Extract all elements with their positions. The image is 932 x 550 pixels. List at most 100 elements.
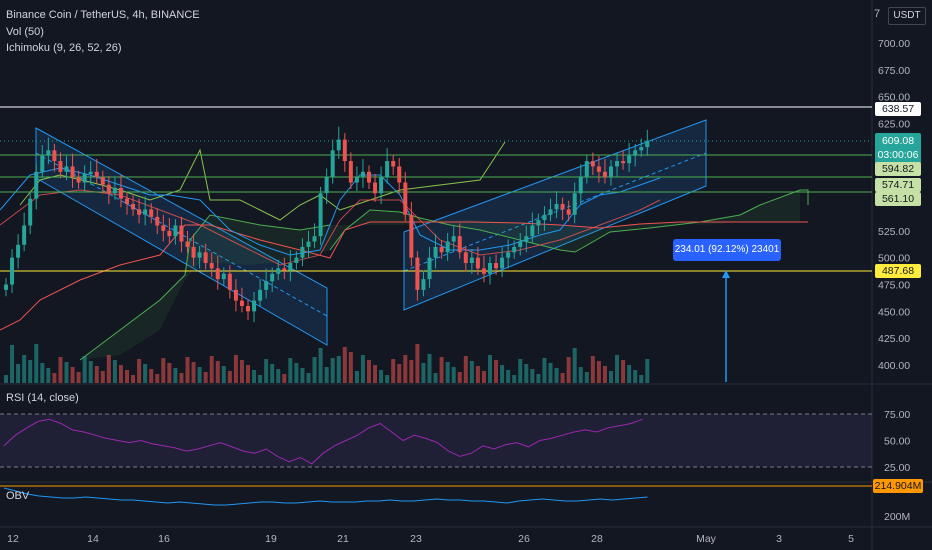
volume-bar — [246, 365, 250, 383]
candle-body — [342, 139, 347, 162]
volume-bar — [385, 375, 390, 383]
volume-bar — [258, 375, 263, 383]
volume-bar — [264, 359, 269, 383]
candle-body — [354, 177, 359, 183]
candle-body — [639, 147, 644, 151]
candle-body — [615, 161, 620, 167]
candle-body — [76, 177, 81, 183]
volume-bar — [645, 359, 650, 383]
volume-bar — [373, 365, 378, 383]
volume-bar — [239, 360, 244, 383]
volume-bar — [360, 355, 365, 383]
volume-bar — [445, 362, 450, 383]
volume-bar — [354, 371, 359, 383]
candle-body — [391, 161, 396, 167]
volume-bar — [524, 364, 529, 383]
volume-bar — [621, 360, 626, 383]
volume-bar — [161, 358, 166, 383]
volume-bar — [488, 355, 492, 383]
candle-body — [185, 241, 190, 247]
level-tag-1: 594.82 — [875, 162, 921, 176]
candle-body — [191, 246, 196, 258]
price-tick-label: 475.00 — [878, 280, 910, 292]
candle-body — [209, 263, 214, 269]
candle-body — [330, 150, 335, 178]
candle-body — [596, 166, 601, 172]
volume-bar — [203, 372, 208, 383]
candle-body — [88, 171, 93, 174]
rsi-legend[interactable]: RSI (14, close) — [6, 392, 79, 404]
candle-body — [360, 171, 365, 178]
candle-body — [161, 225, 166, 231]
volume-bar — [276, 369, 281, 383]
rsi-tick-label: 75.00 — [884, 409, 910, 421]
candle-body — [28, 198, 33, 226]
candle-body — [415, 257, 420, 290]
candle-body — [167, 230, 172, 237]
candle-body — [282, 268, 287, 271]
candle-body — [197, 252, 202, 258]
volume-bar — [76, 372, 81, 383]
volume-bar — [536, 374, 541, 383]
volume-bar — [143, 364, 148, 383]
volume-bar — [433, 373, 438, 383]
volume-bar — [28, 360, 33, 383]
candle-body — [403, 182, 408, 215]
volume-bar — [469, 361, 474, 383]
obv-legend[interactable]: OBV — [6, 490, 30, 502]
volume-bar — [46, 368, 51, 383]
volume-bar — [312, 357, 317, 383]
candle-body — [10, 257, 15, 285]
candle-body — [578, 177, 583, 194]
volume-bar — [391, 359, 396, 383]
volume-bar — [209, 356, 214, 383]
volume-bar — [481, 371, 486, 383]
candle-body — [294, 257, 299, 264]
time-axis-label: 19 — [265, 533, 277, 545]
volume-bar — [294, 363, 299, 383]
ascending-channel-median — [403, 152, 707, 272]
volume-bar — [233, 355, 238, 383]
candle-body — [40, 155, 45, 172]
volume-bar — [34, 344, 39, 383]
ichimoku-legend[interactable]: Ichimoku (9, 26, 52, 26) — [6, 42, 122, 54]
volume-bar — [88, 361, 93, 383]
time-axis-label: 5 — [848, 533, 854, 545]
volume-bar — [100, 371, 105, 383]
candle-body — [445, 241, 450, 253]
volume-bar — [64, 362, 69, 383]
volume-bar — [16, 364, 21, 383]
bar-countdown: 03:00:06 — [877, 149, 919, 161]
volume-bar — [554, 368, 559, 383]
candle-body — [149, 209, 154, 217]
price-tick-label: 450.00 — [878, 306, 910, 318]
candle-body — [64, 166, 69, 172]
clipped-axis-label: 7 — [874, 8, 881, 20]
volume-bar — [270, 364, 275, 383]
volume-bar — [336, 356, 341, 383]
volume-bar — [530, 369, 535, 383]
resistance-price-tag: 638.57 — [875, 102, 921, 116]
candle-body — [300, 246, 305, 258]
candle-body — [143, 209, 148, 215]
candle-body — [106, 184, 111, 194]
volume-bar — [282, 374, 287, 383]
volume-bar — [397, 364, 402, 383]
volume-bar — [427, 354, 432, 383]
volume-bar — [58, 357, 63, 383]
symbol-legend[interactable]: Binance Coin / TetherUS, 4h, BINANCE — [6, 9, 200, 21]
candle-body — [112, 187, 117, 194]
volume-bar — [512, 375, 517, 383]
volume-bar — [22, 355, 27, 383]
rsi-tick-label: 25.00 — [884, 462, 910, 474]
currency-button[interactable]: USDT — [888, 7, 926, 25]
candle-body — [385, 161, 390, 178]
volume-bar — [179, 373, 184, 383]
volume-legend[interactable]: Vol (50) — [6, 26, 44, 38]
volume-bar — [627, 365, 632, 383]
ascending-channel — [403, 119, 707, 311]
volume-bar — [439, 357, 444, 383]
candle-body — [246, 305, 250, 312]
current-price-value: 609.08 — [881, 135, 915, 147]
